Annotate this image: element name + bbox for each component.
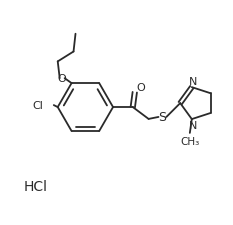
Text: S: S xyxy=(158,111,166,124)
Text: Cl: Cl xyxy=(32,101,43,111)
Text: O: O xyxy=(137,83,145,93)
Text: N: N xyxy=(188,77,197,87)
Text: HCl: HCl xyxy=(23,179,47,193)
Text: N: N xyxy=(188,121,197,130)
Text: CH₃: CH₃ xyxy=(180,136,199,146)
Text: O: O xyxy=(57,74,66,84)
